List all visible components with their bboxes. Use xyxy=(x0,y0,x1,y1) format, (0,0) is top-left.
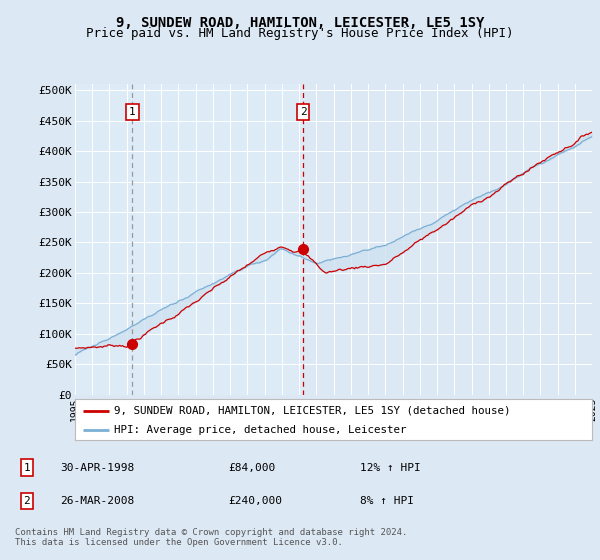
Text: 30-APR-1998: 30-APR-1998 xyxy=(60,463,134,473)
Bar xyxy=(75,84,303,395)
Text: 26-MAR-2008: 26-MAR-2008 xyxy=(60,496,134,506)
Text: 1: 1 xyxy=(23,463,31,473)
Text: Price paid vs. HM Land Registry's House Price Index (HPI): Price paid vs. HM Land Registry's House … xyxy=(86,27,514,40)
Text: 2: 2 xyxy=(300,107,307,117)
Text: 9, SUNDEW ROAD, HAMILTON, LEICESTER, LE5 1SY: 9, SUNDEW ROAD, HAMILTON, LEICESTER, LE5… xyxy=(116,16,484,30)
Text: Contains HM Land Registry data © Crown copyright and database right 2024.
This d: Contains HM Land Registry data © Crown c… xyxy=(15,528,407,548)
Text: HPI: Average price, detached house, Leicester: HPI: Average price, detached house, Leic… xyxy=(114,424,406,435)
Text: £240,000: £240,000 xyxy=(228,496,282,506)
Text: 12% ↑ HPI: 12% ↑ HPI xyxy=(360,463,421,473)
Text: 1: 1 xyxy=(129,107,136,117)
Text: 8% ↑ HPI: 8% ↑ HPI xyxy=(360,496,414,506)
Text: 9, SUNDEW ROAD, HAMILTON, LEICESTER, LE5 1SY (detached house): 9, SUNDEW ROAD, HAMILTON, LEICESTER, LE5… xyxy=(114,405,510,416)
Text: 2: 2 xyxy=(23,496,31,506)
Text: £84,000: £84,000 xyxy=(228,463,275,473)
